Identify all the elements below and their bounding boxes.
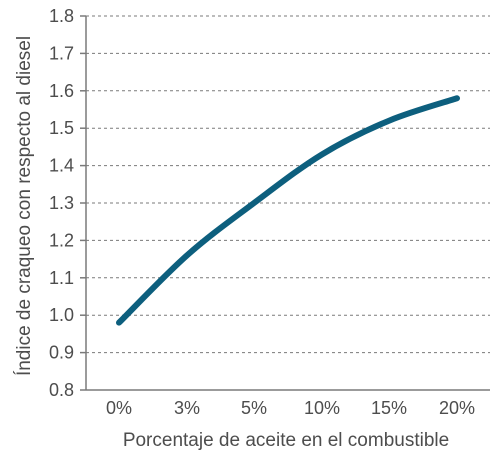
x-tick-label: 3% xyxy=(174,398,200,418)
series-line xyxy=(116,95,460,326)
x-axis-title: Porcentaje de aceite en el combustible xyxy=(123,430,449,451)
y-tick-label: 1.0 xyxy=(49,305,74,325)
y-tick-label: 1.6 xyxy=(49,81,74,101)
y-tick-label: 1.8 xyxy=(49,6,74,26)
x-tick-label: 5% xyxy=(241,398,267,418)
series-group xyxy=(116,95,460,326)
y-tick-labels: 0.8 0.9 1.0 1.1 1.2 1.3 1.4 1.5 1.6 1.7 1.8 xyxy=(49,6,74,400)
y-tick-label: 0.8 xyxy=(49,380,74,400)
x-tick-labels: 0% 3% 5% 10% 15% 20% xyxy=(106,398,475,418)
x-tick-label: 0% xyxy=(106,398,132,418)
y-axis-title: Índice de craqueo con respecto al diesel xyxy=(14,36,35,376)
y-tick-label: 1.5 xyxy=(49,118,74,138)
y-tick-label: 0.9 xyxy=(49,343,74,363)
y-tick-label: 1.1 xyxy=(49,268,74,288)
y-tick-label: 1.4 xyxy=(49,156,74,176)
x-tick-label: 20% xyxy=(439,398,475,418)
gridlines xyxy=(86,15,490,354)
x-tick-label: 10% xyxy=(304,398,340,418)
tick-marks xyxy=(80,15,86,391)
y-tick-label: 1.7 xyxy=(49,43,74,63)
y-tick-label: 1.2 xyxy=(49,230,74,250)
y-tick-label: 1.3 xyxy=(49,193,74,213)
x-tick-label: 15% xyxy=(371,398,407,418)
